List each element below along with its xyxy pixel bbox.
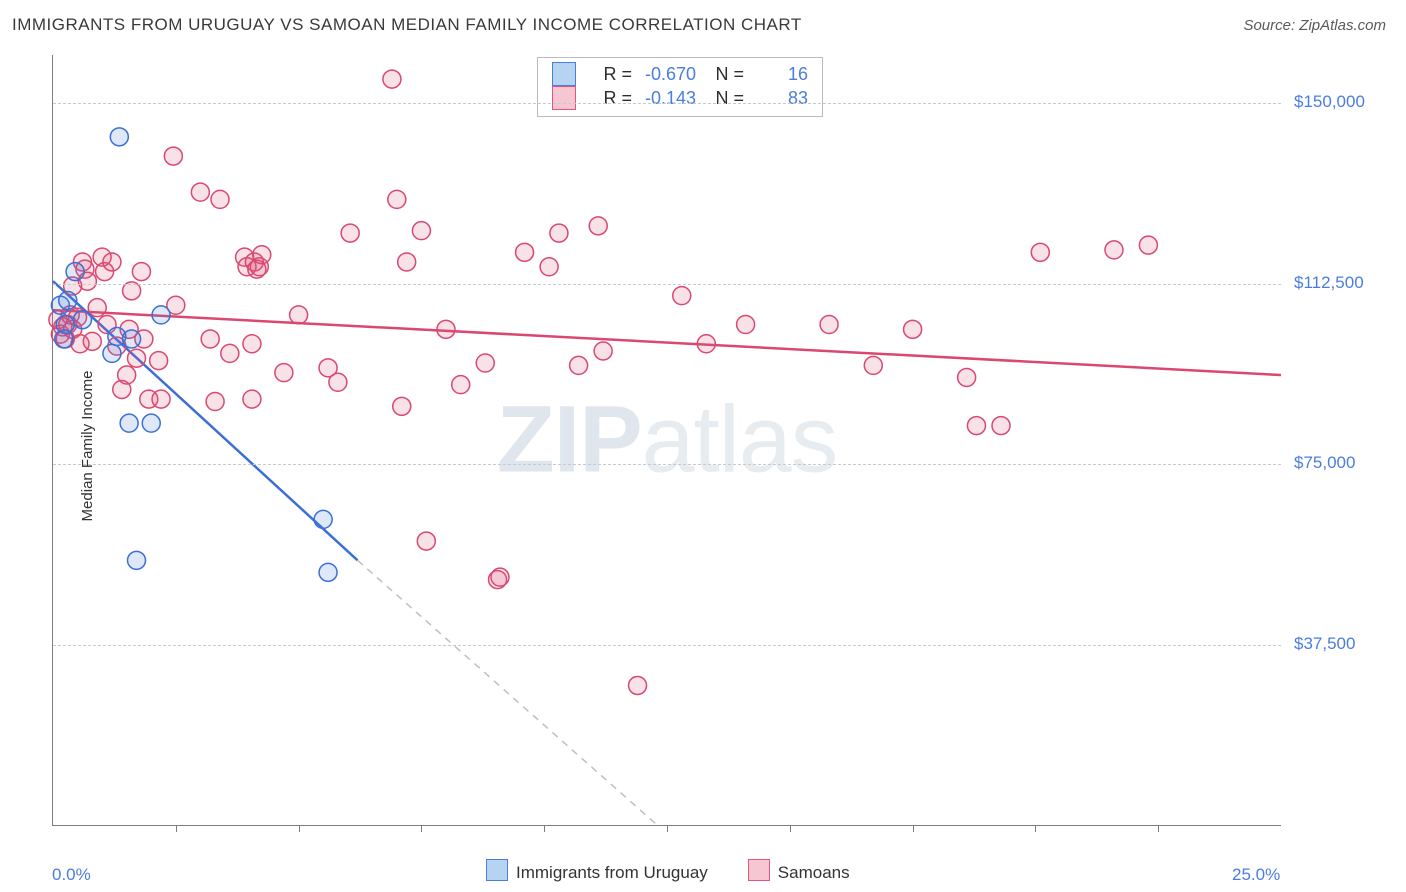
legend-item: Samoans: [748, 859, 850, 883]
x-tick: [913, 825, 914, 832]
source-credit: Source: ZipAtlas.com: [1243, 17, 1386, 34]
x-tick: [421, 825, 422, 832]
legend-swatch: [552, 86, 576, 110]
legend-row: R =-0.143N =83: [552, 86, 808, 110]
x-axis-min-label: 0.0%: [52, 865, 91, 885]
legend-label: Samoans: [778, 863, 850, 882]
x-tick: [1158, 825, 1159, 832]
y-tick-label: $37,500: [1294, 634, 1355, 654]
legend-box: R =-0.670N =16R =-0.143N =83: [537, 57, 823, 117]
legend-r-value: -0.143: [632, 88, 696, 109]
header: IMMIGRANTS FROM URUGUAY VS SAMOAN MEDIAN…: [0, 0, 1406, 50]
legend-n-value: 16: [744, 64, 808, 85]
legend-swatch: [486, 859, 508, 881]
x-tick: [176, 825, 177, 832]
y-tick-label: $112,500: [1294, 273, 1364, 293]
x-tick: [299, 825, 300, 832]
y-tick-label: $150,000: [1294, 92, 1365, 112]
legend-n-value: 83: [744, 88, 808, 109]
legend-swatch: [552, 62, 576, 86]
legend-swatch: [748, 859, 770, 881]
y-tick-label: $75,000: [1294, 453, 1355, 473]
legend-r-value: -0.670: [632, 64, 696, 85]
legend-bottom: Immigrants from Uruguay Samoans: [486, 857, 850, 885]
gridline: [53, 103, 1281, 104]
gridline: [53, 284, 1281, 285]
x-tick: [790, 825, 791, 832]
legend-row: R =-0.670N =16: [552, 62, 808, 86]
x-tick: [1035, 825, 1036, 832]
chart-title: IMMIGRANTS FROM URUGUAY VS SAMOAN MEDIAN…: [12, 15, 802, 35]
x-tick: [667, 825, 668, 832]
x-tick: [544, 825, 545, 832]
gridline: [53, 464, 1281, 465]
gridline: [53, 645, 1281, 646]
legend-label: Immigrants from Uruguay: [516, 863, 708, 882]
chart-area: ZIPatlas R =-0.670N =16R =-0.143N =83: [52, 55, 1281, 826]
legend-item: Immigrants from Uruguay: [486, 859, 708, 883]
x-axis-max-label: 25.0%: [1232, 865, 1280, 885]
scatter-plot: [53, 55, 1281, 825]
